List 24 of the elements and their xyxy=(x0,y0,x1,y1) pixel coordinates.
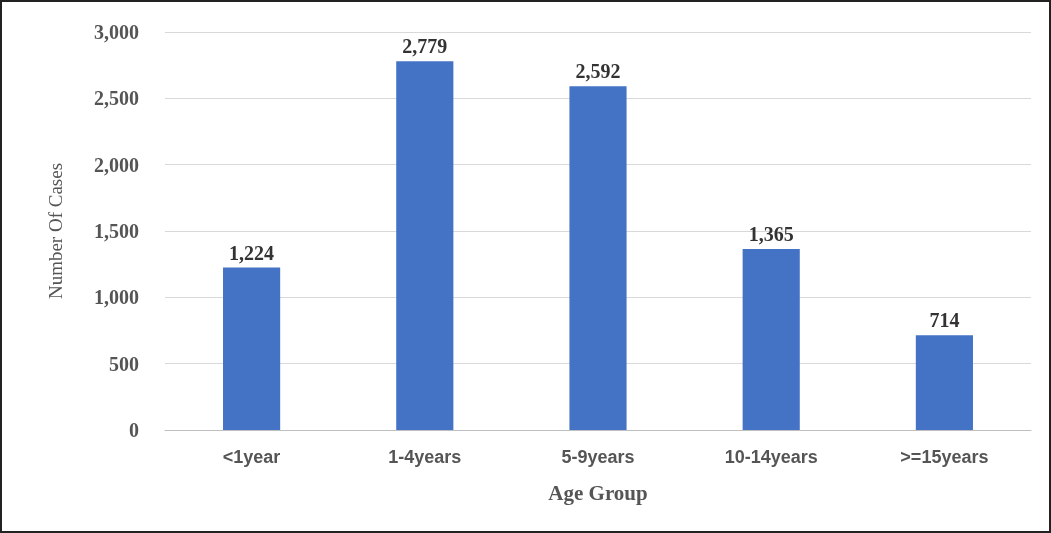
y-tick-label: 500 xyxy=(109,352,139,375)
data-label: 2,779 xyxy=(402,35,448,58)
y-tick-label: 1,500 xyxy=(94,220,139,242)
y-tick-label: 1,000 xyxy=(94,286,139,309)
bar xyxy=(915,335,973,430)
y-tick-label: 2,000 xyxy=(94,153,139,176)
y-tick-label: 0 xyxy=(129,419,139,441)
x-tick-label: <1year xyxy=(222,447,281,467)
x-tick-label: 10-14years xyxy=(724,447,818,467)
bar xyxy=(223,267,281,430)
bar xyxy=(569,86,627,430)
x-tick-label: >=15years xyxy=(900,447,989,467)
data-label: 1,224 xyxy=(229,241,275,264)
data-label: 714 xyxy=(929,309,960,332)
bar xyxy=(742,248,800,430)
bar xyxy=(396,61,454,430)
y-tick-label: 3,000 xyxy=(94,21,139,43)
x-axis-title: Age Group xyxy=(548,480,648,505)
x-tick-label: 1-4years xyxy=(388,447,462,467)
data-label: 2,592 xyxy=(575,60,621,83)
y-tick-label: 2,500 xyxy=(94,87,139,110)
x-tick-label: 5-9years xyxy=(561,447,635,467)
data-label: 1,365 xyxy=(748,222,794,245)
y-axis-title: Number Of Cases xyxy=(45,162,66,300)
